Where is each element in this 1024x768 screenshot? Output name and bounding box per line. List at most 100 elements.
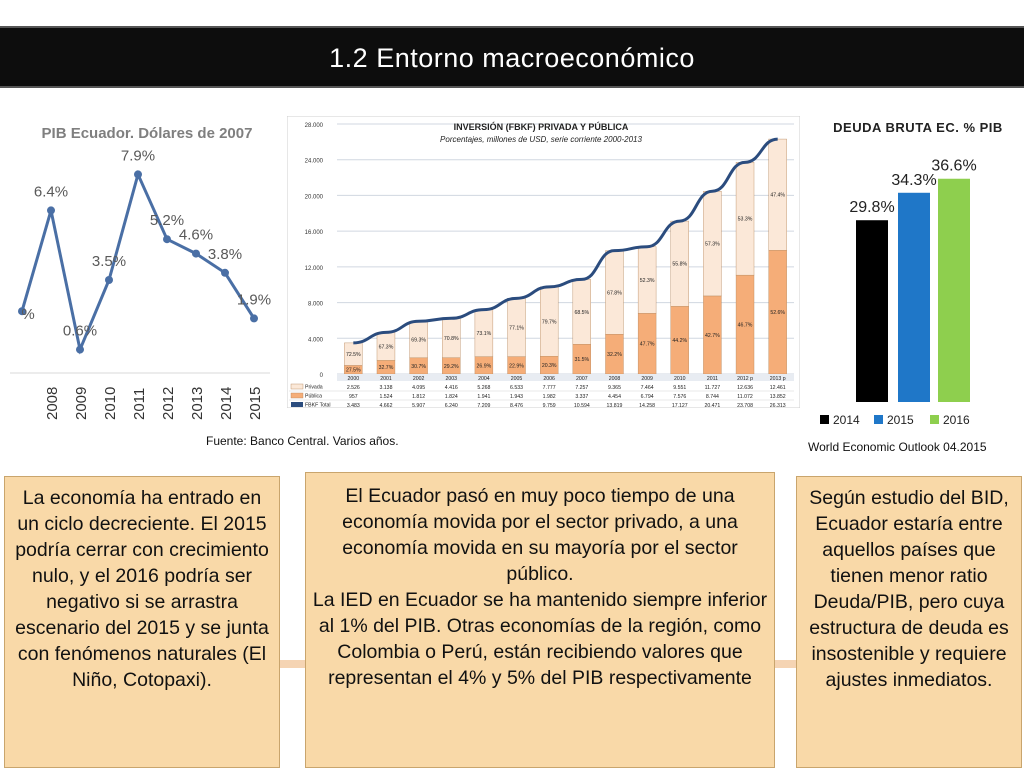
- investment-y-tick: 28.000: [305, 123, 324, 129]
- pib-point: [134, 170, 142, 179]
- investment-table-value: 1.982: [543, 394, 556, 400]
- text-box-debt-text: Según estudio del BID, Ecuador estaría e…: [809, 487, 1009, 691]
- investment-table-value: 4.454: [608, 394, 621, 400]
- investment-pct-privada: 53.3%: [738, 217, 753, 223]
- investment-table-value: 8.476: [510, 403, 523, 408]
- investment-pct-publica: 46.7%: [738, 323, 753, 329]
- debt-legend-label: 2015: [887, 413, 914, 427]
- page-title: 1.2 Entorno macroeconómico: [329, 43, 695, 73]
- title-bar: 1.2 Entorno macroeconómico: [0, 26, 1024, 88]
- debt-data-label: 34.3%: [891, 172, 936, 189]
- debt-legend-swatch: [820, 415, 829, 424]
- chart-title: PIB Ecuador. Dólares de 2007: [42, 125, 253, 142]
- investment-legend-label: Pública: [305, 394, 322, 400]
- investment-x-tick: 2006: [543, 376, 555, 382]
- pib-point: [163, 235, 171, 244]
- investment-legend-swatch: [290, 383, 304, 390]
- investment-bar-privada: [768, 138, 787, 251]
- investment-pct-publica: 52.6%: [770, 310, 785, 316]
- pib-point: [105, 276, 113, 284]
- investment-table-value: 11.072: [737, 394, 753, 400]
- investment-source: Fuente: Banco Central. Varios años.: [206, 434, 399, 448]
- investment-table-value: 6.794: [641, 394, 654, 400]
- text-box-economy: La economía ha entrado en un ciclo decre…: [4, 476, 280, 768]
- investment-y-tick: 20.000: [305, 194, 324, 200]
- investment-table-value: 10.594: [574, 403, 590, 408]
- investment-pct-privada: 72.5%: [346, 352, 361, 358]
- investment-x-tick: 2005: [511, 376, 523, 382]
- investment-pct-publica: 22.9%: [509, 363, 524, 369]
- debt-legend-label: 2016: [943, 413, 970, 427]
- investment-x-tick: 2010: [674, 376, 686, 382]
- investment-table-value: 8.744: [706, 394, 719, 400]
- pib-line-chart: PIB Ecuador. Dólares de 2007% 6.4% 0.6% 3.5…: [10, 125, 271, 420]
- investment-x-tick: 2011: [707, 376, 718, 382]
- investment-pct-privada: 79.7%: [542, 320, 557, 326]
- investment-y-tick: 0: [320, 373, 324, 379]
- text-box-investment-paragraph-1: El Ecuador pasó en muy poco tiempo de un…: [342, 485, 738, 585]
- investment-table-value: 7.464: [641, 385, 654, 391]
- debt-title: DEUDA BRUTA EC. % PIB: [833, 120, 1003, 135]
- investment-table-value: 7.209: [477, 403, 490, 408]
- investment-table-value: 12.636: [737, 385, 753, 391]
- pib-data-label: 3.8%: [208, 246, 242, 263]
- investment-pct-publica: 32.7%: [379, 365, 394, 371]
- investment-table-value: 9.759: [543, 403, 556, 408]
- investment-table-value: 1.812: [412, 394, 425, 400]
- investment-table-value: 11.727: [705, 385, 721, 391]
- investment-legend-swatch: [291, 402, 303, 407]
- investment-table-value: 1.943: [510, 394, 523, 400]
- pib-x-tick: 2010: [102, 387, 119, 420]
- pib-data-label: 4.6%: [179, 227, 213, 244]
- investment-pct-privada: 73.1%: [477, 331, 492, 337]
- investment-y-tick: 12.000: [305, 266, 324, 272]
- debt-bar: [898, 192, 930, 402]
- investment-legend-swatch: [290, 392, 304, 399]
- investment-x-tick: 2004: [478, 376, 490, 382]
- decorative-line: [775, 660, 796, 668]
- investment-table-value: 12.461: [770, 385, 786, 391]
- investment-table-value: 7.576: [673, 394, 686, 400]
- investment-y-tick: 8.000: [308, 302, 324, 308]
- pib-x-tick: 2015: [247, 387, 264, 420]
- investment-pct-publica: 29.2%: [444, 364, 459, 370]
- pib-x-tick: 2014: [218, 387, 235, 420]
- debt-bar-chart: DEUDA BRUTA EC. % PIB 29.8% 34.3%36.6% 2014…: [820, 120, 1003, 427]
- debt-legend-label: 2014: [833, 413, 860, 427]
- pib-point: [221, 268, 229, 277]
- investment-x-tick: 2000: [348, 376, 360, 382]
- investment-table-value: 9.365: [608, 385, 621, 391]
- pib-x-tick: 2012: [160, 387, 177, 420]
- investment-pct-privada: 57.3%: [705, 242, 720, 248]
- debt-legend-swatch: [930, 415, 939, 424]
- investment-x-tick: 2013 p: [770, 376, 786, 382]
- pib-point: [192, 249, 200, 258]
- pib-data-label: 6.4%: [34, 183, 68, 200]
- investment-pct-publica: 32.2%: [607, 352, 622, 358]
- pib-x-tick: 2009: [73, 387, 90, 420]
- investment-total-line: [353, 137, 778, 345]
- investment-table-value: 13.819: [607, 403, 623, 408]
- investment-pct-privada: 70.8%: [444, 336, 459, 342]
- investment-pct-publica: 30.7%: [411, 364, 426, 370]
- debt-bar: [856, 220, 888, 402]
- investment-pct-privada: 52.3%: [640, 278, 655, 284]
- pib-data-label: 3.5%: [92, 253, 126, 270]
- investment-table-value: 7.257: [575, 385, 588, 391]
- investment-table-value: 4.416: [445, 385, 458, 391]
- investment-x-tick: 2008: [609, 376, 621, 382]
- investment-x-tick: 2012 p: [737, 376, 753, 382]
- investment-x-tick: 2003: [445, 376, 457, 382]
- investment-table-value: 3.483: [347, 403, 360, 408]
- investment-table-value: 4.662: [379, 403, 392, 408]
- investment-pct-privada: 68.5%: [574, 310, 589, 316]
- investment-table-value: 2.526: [347, 385, 360, 391]
- pib-data-label: 1.9%: [237, 291, 271, 308]
- investment-pct-publica: 26.9%: [477, 363, 492, 369]
- investment-pct-publica: 31.5%: [574, 357, 589, 363]
- investment-pct-privada: 67.3%: [379, 344, 394, 350]
- debt-data-label: 36.6%: [931, 158, 976, 175]
- investment-table-value: 26.313: [770, 403, 786, 408]
- pib-x-tick: 2011: [131, 388, 148, 420]
- investment-chart: 0 4.000 8.000 12.000 16.000 20.000 24.000 28.00…: [287, 116, 800, 408]
